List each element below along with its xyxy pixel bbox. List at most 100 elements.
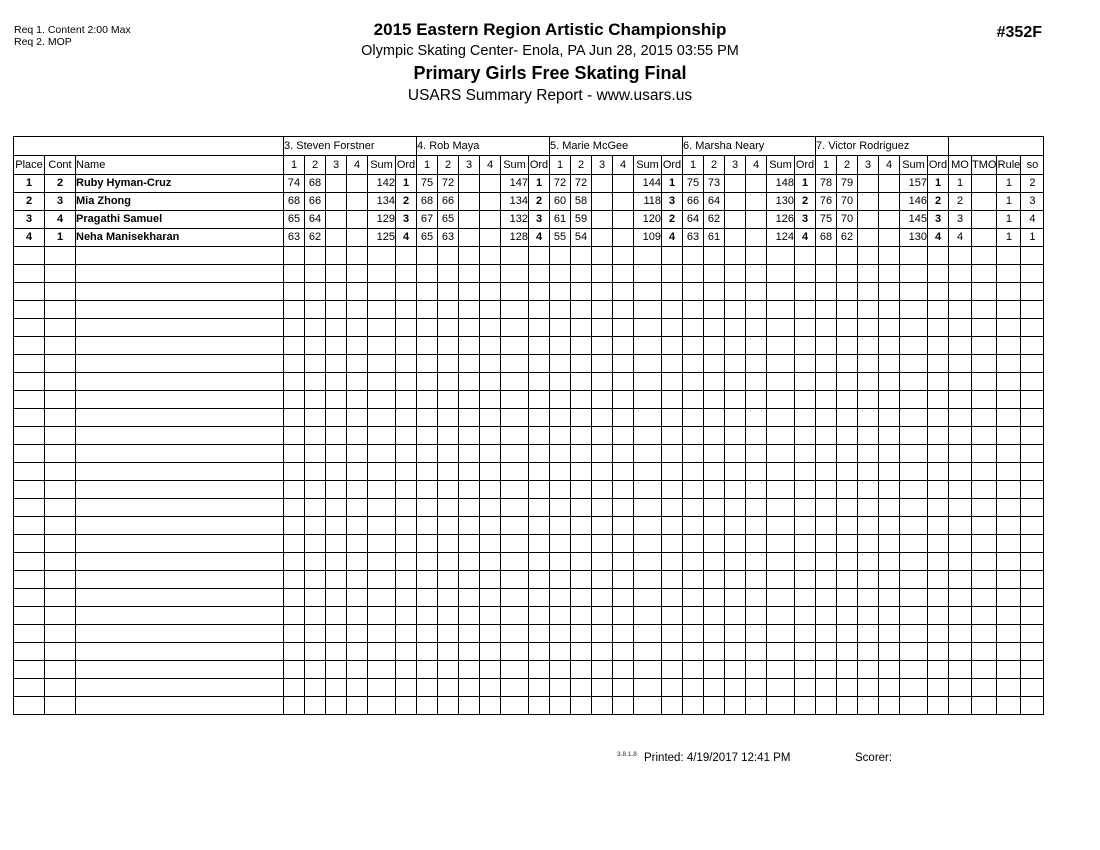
score-cell (591, 552, 613, 571)
score-cell (878, 408, 900, 427)
score-cell (479, 336, 501, 355)
ord-cell (794, 570, 816, 589)
sum-cell (367, 516, 396, 535)
score-cell (283, 588, 305, 607)
sum-cell: 132 (500, 210, 529, 229)
sum-cell (367, 624, 396, 643)
score-cell (612, 390, 634, 409)
score-cell (304, 516, 326, 535)
ord-cell (794, 282, 816, 301)
tmo-cell (970, 192, 998, 211)
score-cell (836, 696, 858, 715)
name-cell: Pragathi Samuel (75, 210, 284, 229)
score-cell (612, 642, 634, 661)
score-cell (549, 300, 571, 319)
score-cell: 66 (437, 192, 459, 211)
sum-cell: 125 (367, 228, 396, 247)
sum-cell (766, 660, 795, 679)
sum-cell (766, 534, 795, 553)
score-cell (346, 264, 368, 283)
score-cell (458, 552, 480, 571)
col-header-4: 4 (878, 155, 900, 175)
score-cell (703, 552, 725, 571)
mo-cell (948, 426, 972, 445)
score-cell (612, 516, 634, 535)
score-cell (416, 696, 438, 715)
col-header-3: 3 (724, 155, 746, 175)
score-cell (416, 318, 438, 337)
ord-cell (661, 408, 683, 427)
sum-cell (633, 678, 662, 697)
score-cell (612, 624, 634, 643)
score-cell (325, 678, 347, 697)
score-cell (458, 570, 480, 589)
score-cell (346, 696, 368, 715)
score-cell (570, 408, 592, 427)
sum-cell (899, 534, 928, 553)
cont-cell (44, 516, 76, 535)
score-cell (283, 516, 305, 535)
score-cell (458, 516, 480, 535)
score-cell (479, 228, 501, 247)
score-cell (437, 444, 459, 463)
empty-row (13, 426, 1045, 445)
score-cell: 65 (283, 210, 305, 229)
score-cell: 75 (416, 174, 438, 193)
tmo-cell (970, 678, 998, 697)
score-cell (416, 336, 438, 355)
score-cell (857, 480, 879, 499)
score-cell (570, 480, 592, 499)
col-header-sum: Sum (766, 155, 795, 175)
score-cell (682, 696, 704, 715)
score-cell (570, 660, 592, 679)
score-cell: 75 (815, 210, 837, 229)
score-cell (591, 372, 613, 391)
score-cell (283, 678, 305, 697)
score-cell (612, 444, 634, 463)
sum-cell (899, 696, 928, 715)
score-cell (836, 408, 858, 427)
place-cell (13, 300, 45, 319)
score-cell (479, 264, 501, 283)
ord-cell (794, 462, 816, 481)
sum-cell (766, 444, 795, 463)
score-cell (549, 426, 571, 445)
mo-cell (948, 624, 972, 643)
name-cell (75, 282, 284, 301)
sum-cell (633, 696, 662, 715)
score-cell (682, 264, 704, 283)
sum-cell (367, 660, 396, 679)
score-cell (458, 390, 480, 409)
score-cell (346, 354, 368, 373)
score-cell (437, 642, 459, 661)
score-cell (682, 534, 704, 553)
score-cell (878, 552, 900, 571)
cont-cell: 4 (44, 210, 76, 229)
cont-cell (44, 624, 76, 643)
sum-cell (766, 480, 795, 499)
score-cell (836, 444, 858, 463)
score-cell (836, 642, 858, 661)
score-cell (836, 300, 858, 319)
name-cell (75, 264, 284, 283)
score-cell (479, 516, 501, 535)
name-cell (75, 372, 284, 391)
sum-cell (633, 354, 662, 373)
score-cell (612, 354, 634, 373)
score-cell (612, 282, 634, 301)
score-cell (458, 318, 480, 337)
so-cell (1020, 606, 1045, 625)
rule-cell (996, 390, 1022, 409)
score-cell (591, 678, 613, 697)
score-cell (682, 354, 704, 373)
score-cell (304, 498, 326, 517)
score-cell (836, 390, 858, 409)
judge-name-header-3: 3. Steven Forstner (283, 136, 417, 156)
score-cell (416, 678, 438, 697)
sum-cell (899, 624, 928, 643)
score-cell (857, 228, 879, 247)
sum-cell (500, 318, 529, 337)
so-cell (1020, 246, 1045, 265)
ord-cell (661, 534, 683, 553)
score-cell (591, 318, 613, 337)
